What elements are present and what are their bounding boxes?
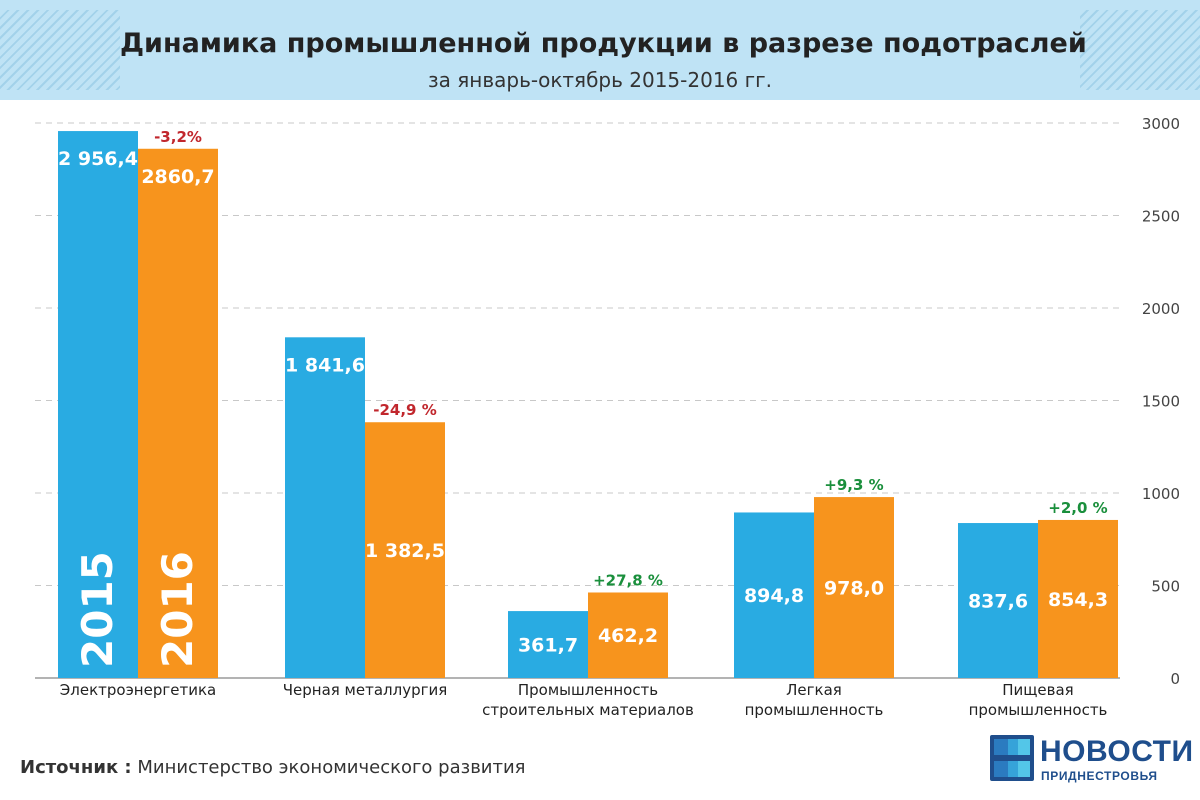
source-text: Министерство экономического развития bbox=[137, 757, 526, 778]
title-box: Динамика промышленной продукции в разрез… bbox=[120, 8, 1087, 94]
bar-value-label: 837,6 bbox=[968, 591, 1028, 613]
source-note: Источник : Министерство экономического р… bbox=[20, 757, 526, 778]
category-label: Промышленность bbox=[518, 681, 658, 699]
y-tick-label: 500 bbox=[1151, 578, 1180, 596]
bar-value-label: 2860,7 bbox=[141, 166, 214, 188]
category-label: Черная металлургия bbox=[283, 681, 448, 699]
y-tick-label: 1000 bbox=[1142, 485, 1180, 503]
bar-2015 bbox=[958, 523, 1038, 678]
bar-2015 bbox=[508, 611, 588, 678]
bar-2015 bbox=[58, 131, 138, 679]
y-tick-label: 2500 bbox=[1142, 208, 1180, 226]
bar-2016 bbox=[588, 592, 668, 678]
bar-value-label: 2 956,4 bbox=[58, 148, 138, 170]
logo-line2: ПРИДНЕСТРОВЬЯ bbox=[1041, 769, 1158, 783]
bar-value-label: 894,8 bbox=[744, 585, 804, 607]
header-banner: Динамика промышленной продукции в разрез… bbox=[0, 0, 1200, 100]
bar-2016 bbox=[138, 148, 218, 678]
category-label: Легкая bbox=[786, 681, 842, 699]
y-tick-label: 3000 bbox=[1142, 115, 1180, 133]
bar-2016 bbox=[1038, 519, 1118, 678]
source-label: Источник : bbox=[20, 757, 132, 778]
chart-subtitle: за январь-октябрь 2015-2016 гг. bbox=[427, 68, 772, 92]
category-label: промышленность bbox=[969, 701, 1108, 719]
change-label: +9,3 % bbox=[824, 476, 883, 494]
category-label: промышленность bbox=[745, 701, 884, 719]
chart-title: Динамика промышленной продукции в разрез… bbox=[120, 28, 1087, 59]
news-logo: НОВОСТИ ПРИДНЕСТРОВЬЯ bbox=[990, 735, 1193, 785]
bar-value-label: 1 841,6 bbox=[285, 354, 365, 376]
logo-line1: НОВОСТИ bbox=[1040, 735, 1194, 768]
series-name-label: 2016 bbox=[153, 551, 202, 668]
bar-value-label: 361,7 bbox=[518, 635, 578, 657]
series-name-label: 2015 bbox=[73, 551, 122, 668]
y-tick-label: 0 bbox=[1170, 670, 1180, 688]
y-tick-label: 1500 bbox=[1142, 393, 1180, 411]
bar-2016 bbox=[365, 422, 445, 678]
bar-2016 bbox=[814, 497, 894, 678]
logo-mark-icon bbox=[990, 735, 1034, 781]
change-label: -24,9 % bbox=[373, 401, 437, 419]
category-label: строительных материалов bbox=[482, 701, 694, 719]
category-label: Электроэнергетика bbox=[60, 681, 216, 699]
bar-value-label: 978,0 bbox=[824, 578, 884, 600]
bar-2015 bbox=[285, 337, 365, 678]
change-label: +27,8 % bbox=[593, 571, 663, 589]
bar-value-label: 854,3 bbox=[1048, 589, 1108, 611]
y-tick-label: 2000 bbox=[1142, 300, 1180, 318]
bar-value-label: 1 382,5 bbox=[365, 540, 445, 562]
category-label: Пищевая bbox=[1002, 681, 1073, 699]
bar-value-label: 462,2 bbox=[598, 625, 658, 647]
bar-2015 bbox=[734, 512, 814, 678]
change-label: -3,2% bbox=[154, 128, 202, 146]
change-label: +2,0 % bbox=[1048, 499, 1107, 517]
